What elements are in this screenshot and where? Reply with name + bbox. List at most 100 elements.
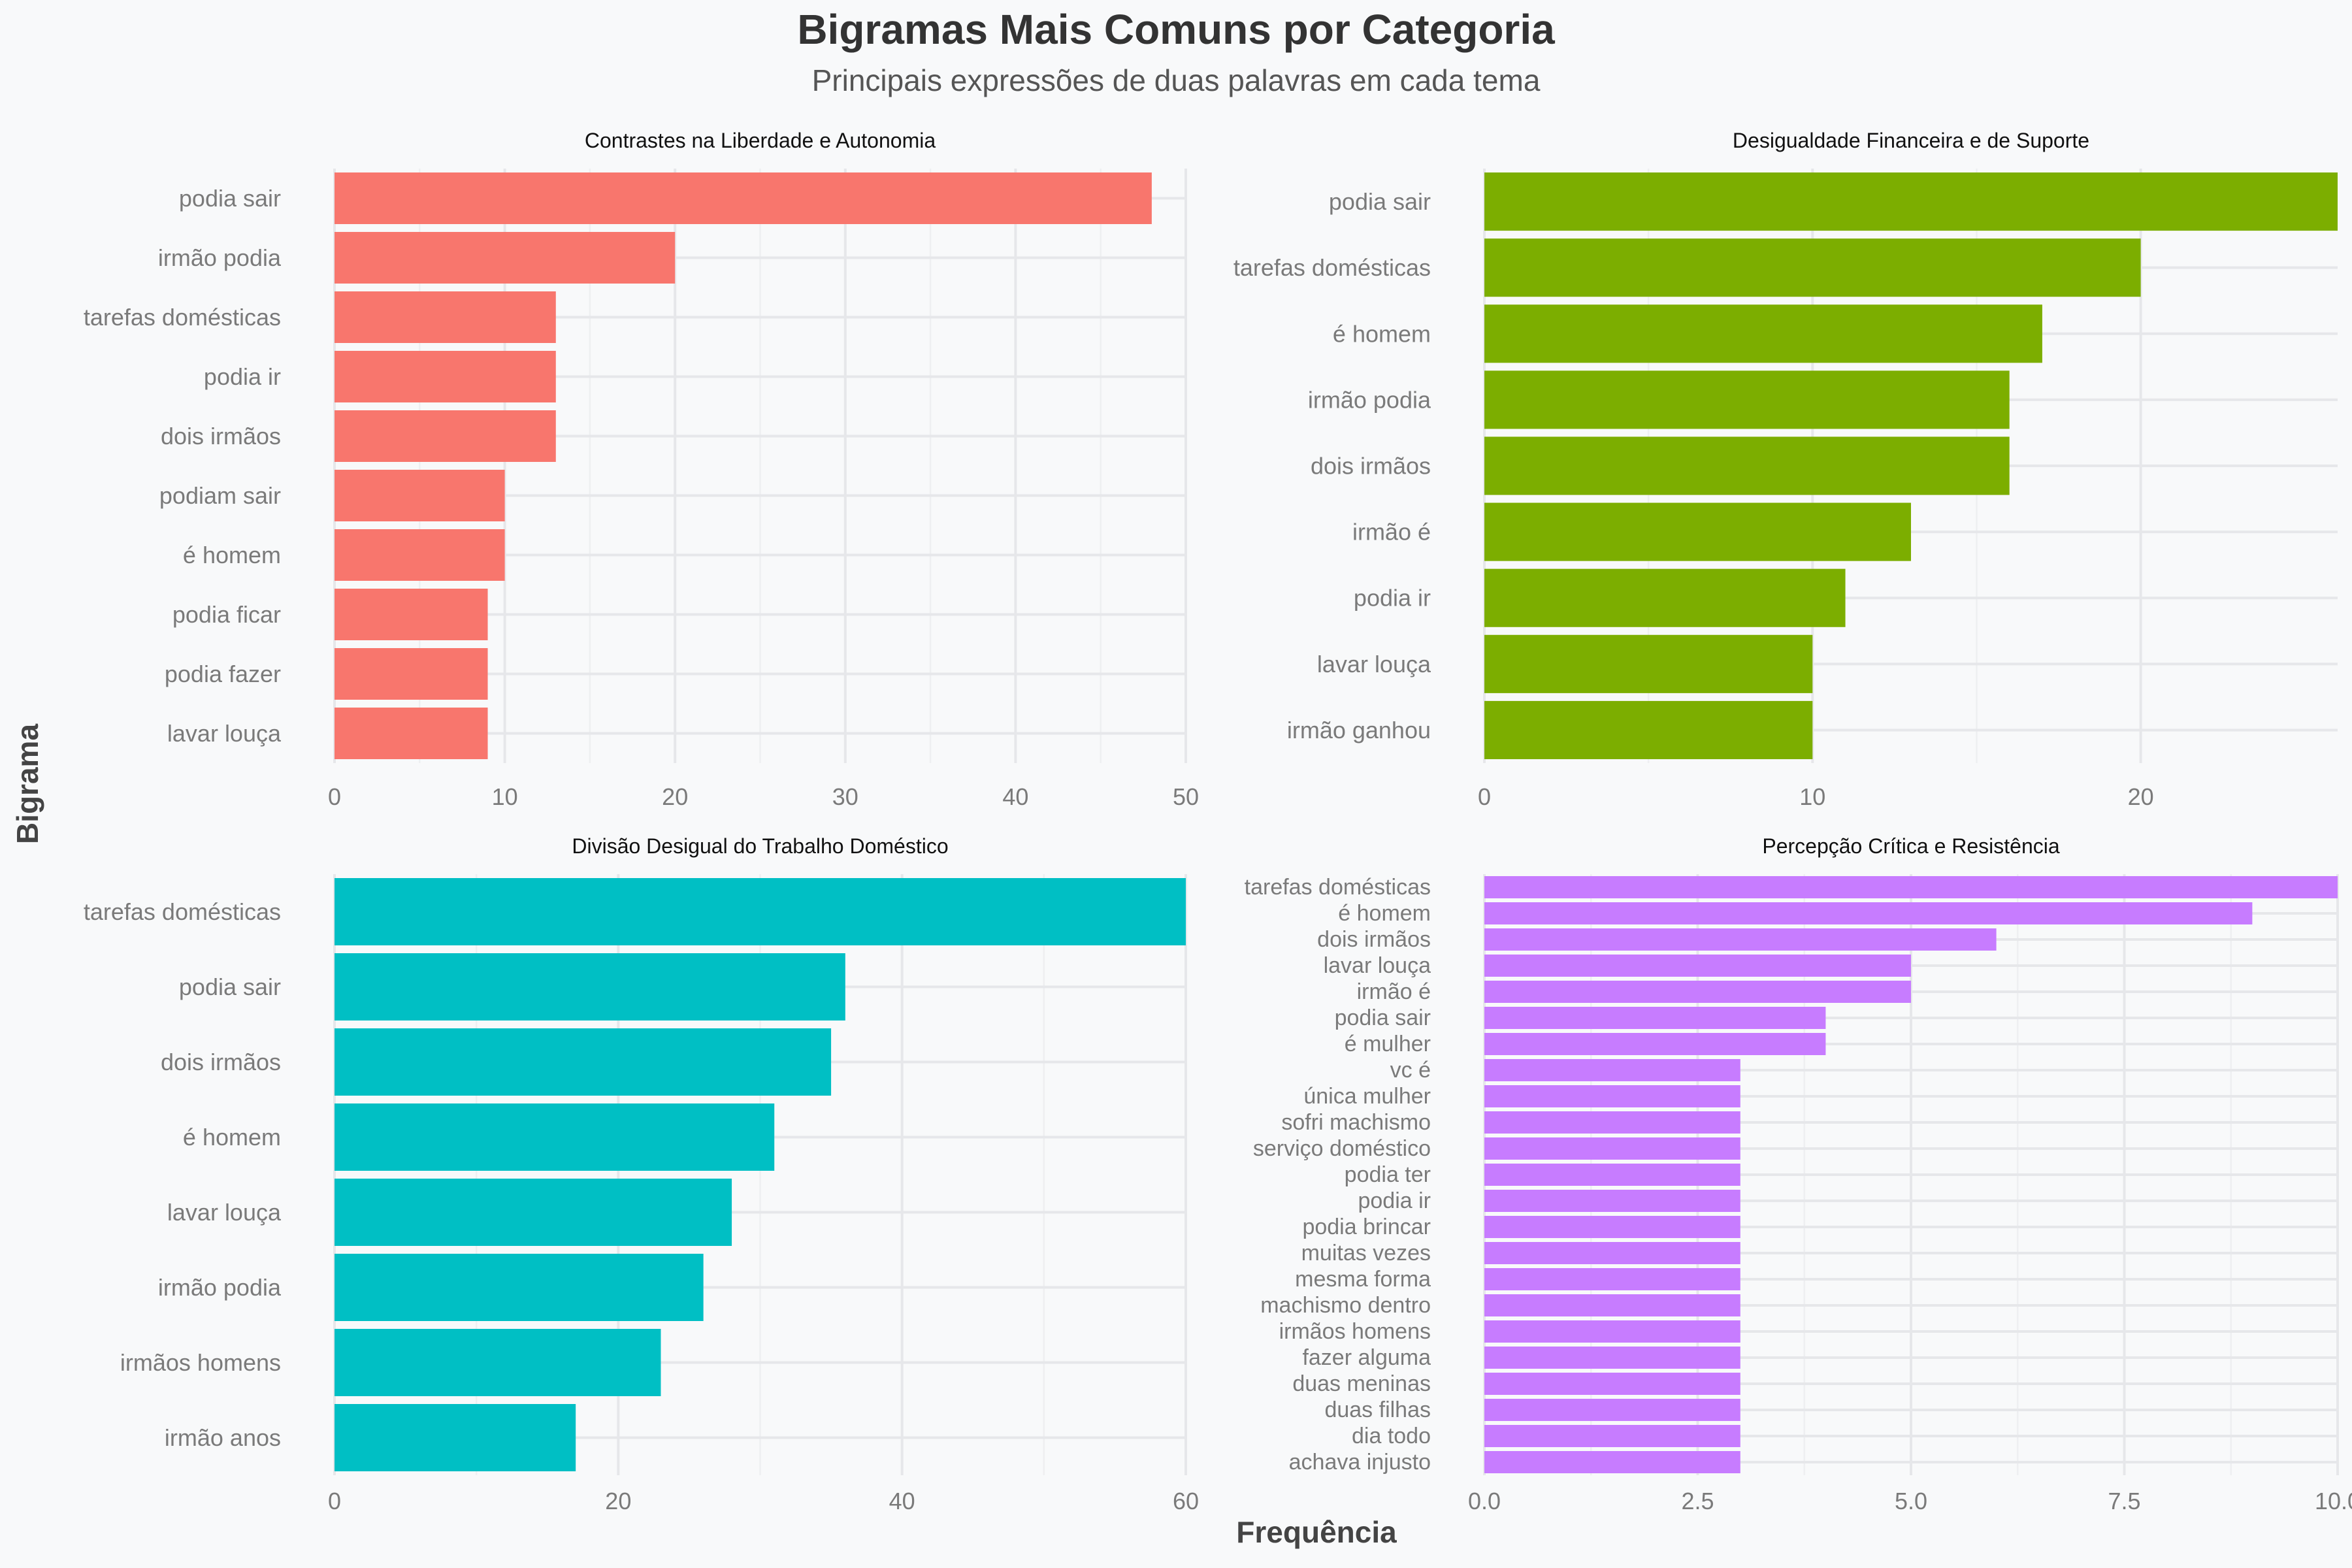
category-label: tarefas domésticas [84, 304, 281, 331]
category-label: lavar louça [167, 1199, 282, 1226]
bar [1484, 1007, 1826, 1029]
bar [335, 878, 1186, 945]
category-label: podia sair [1329, 188, 1431, 215]
category-label: podia ficar [172, 601, 281, 628]
category-label: irmãos homens [120, 1349, 281, 1376]
bar [1484, 1216, 1740, 1238]
bar [1484, 1320, 1740, 1343]
category-label: podia sair [179, 185, 281, 212]
category-label: achava injusto [1289, 1450, 1431, 1475]
x-tick-label: 2.5 [1681, 1488, 1714, 1514]
bar [1484, 568, 1846, 627]
x-tick-label: 20 [662, 783, 688, 810]
bar [335, 1179, 732, 1246]
bar [1484, 981, 1911, 1003]
category-label: podiam sair [159, 482, 281, 509]
category-label: irmão podia [158, 244, 282, 271]
category-label: podia ir [204, 363, 281, 390]
bar [1484, 1242, 1740, 1264]
bar [335, 1404, 576, 1471]
bar [1484, 436, 2010, 495]
bar [335, 953, 845, 1021]
category-label: tarefas domésticas [1245, 875, 1431, 900]
category-label: mesma forma [1295, 1267, 1431, 1292]
bar [1484, 1164, 1740, 1186]
category-label: é homem [183, 542, 281, 568]
category-label: dois irmãos [1317, 927, 1431, 952]
category-label: podia fazer [165, 661, 281, 687]
bar [1484, 1373, 1740, 1395]
bar [1484, 1425, 1740, 1447]
x-tick-label: 5.0 [1895, 1488, 1927, 1514]
bar [335, 232, 676, 284]
bar [1484, 700, 1813, 759]
bar [1484, 1294, 1740, 1316]
bar [335, 1254, 704, 1321]
category-label: irmãos homens [1279, 1319, 1431, 1344]
facet-title: Contrastes na Liberdade e Autonomia [585, 129, 936, 152]
category-label: fazer alguma [1302, 1345, 1431, 1370]
category-label: irmão anos [165, 1424, 281, 1451]
category-label: irmão podia [1308, 386, 1431, 413]
category-label: dois irmãos [161, 1049, 281, 1075]
bar [1484, 1137, 1740, 1160]
bar [1484, 1451, 1740, 1473]
bar [1484, 1111, 1740, 1134]
bar [335, 351, 556, 402]
category-label: dois irmãos [1311, 453, 1431, 480]
category-label: é homem [1338, 901, 1431, 926]
x-tick-label: 20 [605, 1488, 631, 1514]
bar [1484, 502, 1911, 561]
bar [335, 1103, 775, 1171]
bar [1484, 634, 1813, 693]
category-label: tarefas domésticas [84, 898, 281, 925]
bar [335, 172, 1152, 224]
category-label: dois irmãos [161, 423, 281, 449]
bar [1484, 1347, 1740, 1369]
bar [1484, 304, 2042, 363]
category-label: sofri machismo [1281, 1110, 1431, 1135]
category-label: podia brincar [1302, 1215, 1431, 1239]
bar [335, 291, 556, 343]
bar [1484, 1399, 1740, 1421]
facet-title: Percepção Crítica e Resistência [1762, 834, 2060, 858]
category-label: tarefas domésticas [1233, 254, 1431, 281]
category-label: podia sair [1335, 1005, 1431, 1030]
category-label: serviço doméstico [1253, 1136, 1431, 1161]
category-label: podia sair [179, 973, 281, 1000]
bar [335, 1329, 661, 1396]
chart-title: Bigramas Mais Comuns por Categoria [797, 6, 1555, 53]
x-tick-label: 20 [2128, 783, 2154, 810]
bar [1484, 955, 1911, 977]
category-label: é mulher [1345, 1032, 1431, 1056]
x-axis-label: Frequência [1236, 1515, 1397, 1549]
category-label: é homem [183, 1124, 281, 1151]
category-label: vc é [1390, 1058, 1431, 1083]
bar [335, 410, 556, 462]
x-tick-label: 30 [832, 783, 858, 810]
bar [1484, 928, 1997, 951]
x-tick-label: 0 [328, 1488, 341, 1514]
x-tick-label: 50 [1173, 783, 1199, 810]
category-label: podia ir [1358, 1188, 1431, 1213]
x-tick-label: 40 [889, 1488, 915, 1514]
x-tick-label: 0.0 [1468, 1488, 1501, 1514]
bar [1484, 902, 2253, 924]
bar [335, 529, 505, 581]
facet-title: Desigualdade Financeira e de Suporte [1733, 129, 2089, 152]
x-tick-label: 7.5 [2108, 1488, 2140, 1514]
category-label: irmão é [1352, 519, 1431, 546]
x-tick-label: 10 [1799, 783, 1825, 810]
bar [1484, 1033, 1826, 1055]
x-tick-label: 0 [328, 783, 341, 810]
bar [335, 470, 505, 521]
facet-panel-1: Contrastes na Liberdade e Autonomia podia… [84, 129, 1199, 810]
category-label: duas meninas [1292, 1371, 1431, 1396]
x-tick-label: 10.0 [2315, 1488, 2352, 1514]
bar [1484, 1268, 1740, 1290]
bar [335, 708, 488, 759]
x-tick-label: 60 [1173, 1488, 1199, 1514]
bar [1484, 1059, 1740, 1081]
bar [335, 1028, 832, 1096]
